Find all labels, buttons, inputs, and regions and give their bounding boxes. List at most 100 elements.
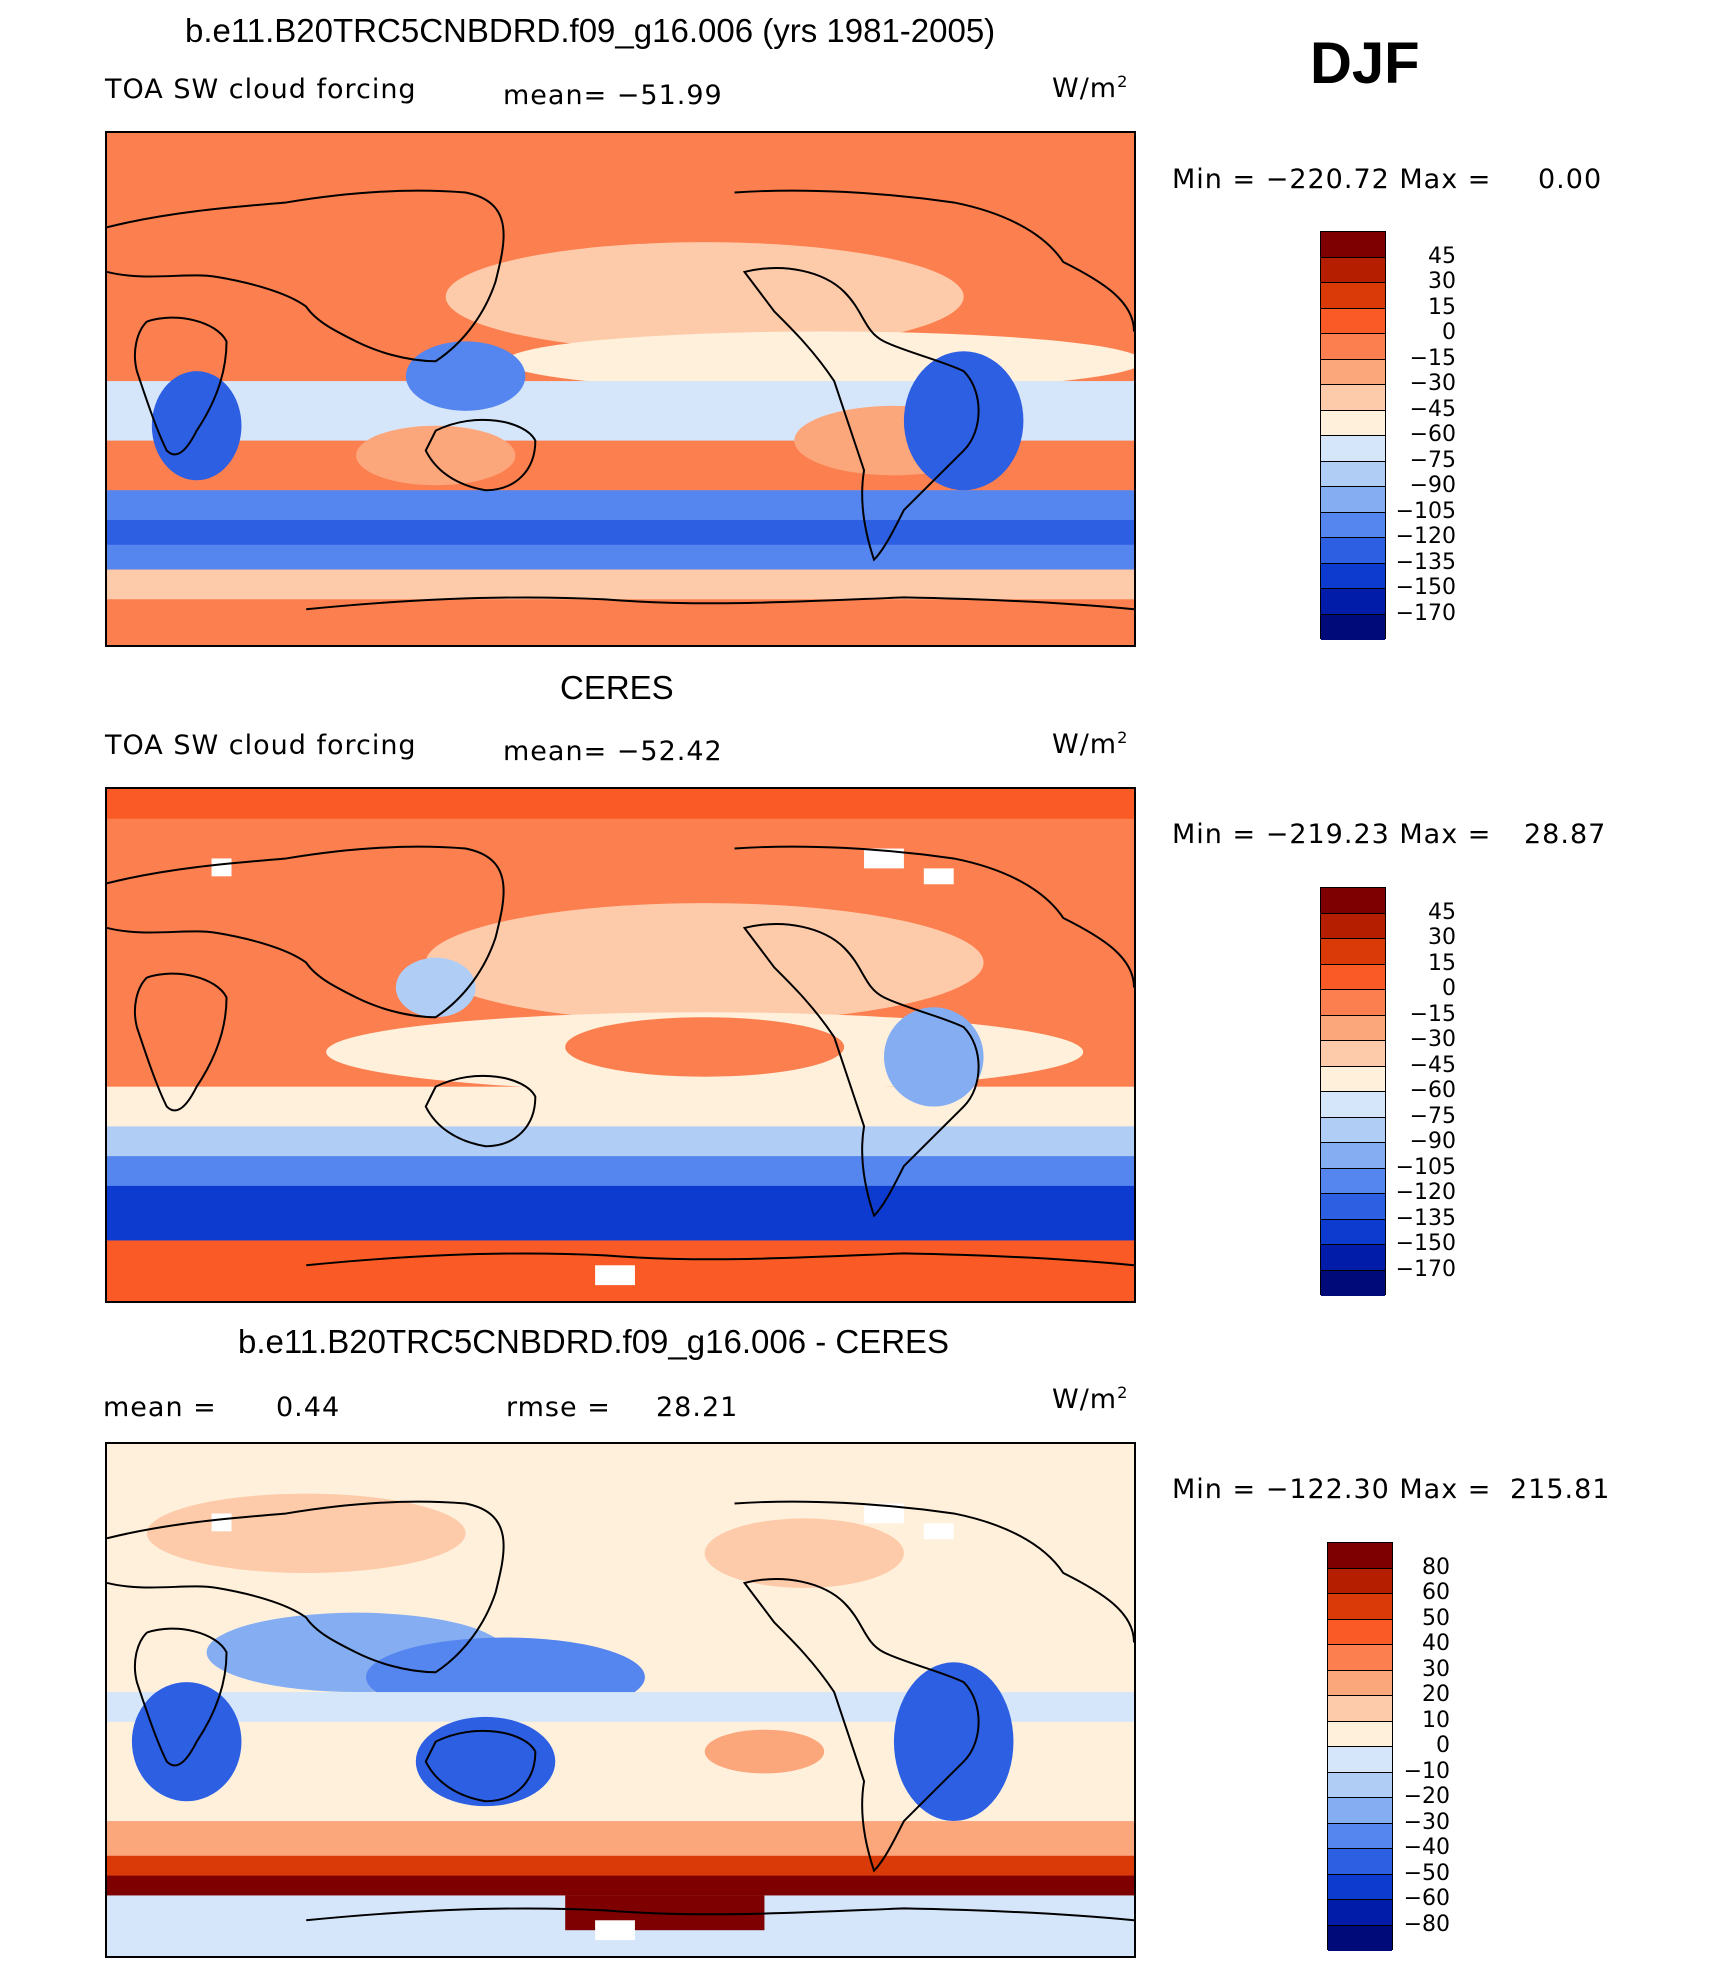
coastlines: [107, 1500, 1134, 1922]
colorbar-swatch: [1328, 1619, 1392, 1645]
colorbar-swatch: [1328, 1849, 1392, 1875]
colorbar-swatch: [1321, 1143, 1385, 1169]
tick-label: 0: [1436, 1733, 1450, 1758]
panel3-rmse-label: rmse =: [506, 1392, 611, 1423]
colorbar-swatch: [1321, 1194, 1385, 1220]
colorbar-swatch: [1321, 410, 1385, 436]
colorbar-swatch: [1321, 1117, 1385, 1143]
colorbar-swatch: [1321, 589, 1385, 615]
tick-label: 60: [1422, 1580, 1450, 1605]
colorbar-swatch: [1321, 939, 1385, 965]
colorbar-swatch: [1321, 487, 1385, 513]
tick-label: 15: [1428, 951, 1456, 976]
panel2-colorbar: [1320, 887, 1386, 1296]
panel3-title: b.e11.B20TRC5CNBDRD.f09_g16.006 - CERES: [238, 1323, 950, 1360]
colorbar-swatch: [1321, 563, 1385, 589]
tick-label: −45: [1409, 397, 1456, 422]
tick-label: −15: [1409, 346, 1456, 371]
colorbar-swatch: [1321, 334, 1385, 360]
tick-label: 45: [1428, 244, 1456, 269]
southern-ocean-core: [107, 1875, 1134, 1896]
africa-bias: [131, 1682, 242, 1802]
tick-label: 0: [1442, 320, 1456, 345]
tick-label: −120: [1395, 1180, 1456, 1205]
amazon-bias: [893, 1662, 1014, 1822]
panel1-map-svg: [107, 133, 1134, 645]
tick-label: 80: [1422, 1555, 1450, 1580]
colorbar-swatch: [1321, 232, 1385, 258]
tropical-cloud-band: [425, 903, 984, 1023]
panel3-min-label: Min = −122.30 Max =: [1172, 1474, 1492, 1505]
tick-label: −150: [1395, 1231, 1456, 1256]
colorbar-swatch: [1328, 1670, 1392, 1696]
tick-label: 0: [1442, 976, 1456, 1001]
tick-label: −60: [1403, 1886, 1450, 1911]
colorbar-swatch: [1328, 1568, 1392, 1594]
stratocumulus-deck: [565, 1017, 845, 1077]
antarctic-edge: [107, 569, 1134, 600]
colorbar-swatch: [1328, 1823, 1392, 1849]
missing-data-cell: [923, 868, 954, 885]
tick-label: −10: [1403, 1759, 1450, 1784]
panel3-max-value: 215.81: [1510, 1474, 1611, 1505]
colorbar-swatch: [1321, 913, 1385, 939]
colorbar-swatch: [1321, 436, 1385, 462]
panel2-units: W/m2: [1052, 728, 1129, 760]
tick-label: −90: [1409, 473, 1456, 498]
tick-label: 30: [1422, 1657, 1450, 1682]
tick-label: −45: [1409, 1053, 1456, 1078]
amazon-convection: [903, 351, 1024, 491]
panel2-max-value: 28.87: [1524, 819, 1607, 850]
colorbar-swatch: [1328, 1645, 1392, 1671]
coastlines: [107, 189, 1134, 611]
panel3-mean-label: mean =: [103, 1392, 217, 1423]
panel1-variable: TOA SW cloud forcing: [105, 74, 417, 105]
colorbar-swatch: [1321, 283, 1385, 309]
tick-label: −50: [1403, 1861, 1450, 1886]
colorbar-swatch: [1321, 1219, 1385, 1245]
panel1-min-label: Min = −220.72 Max =: [1172, 164, 1492, 195]
arctic-band: [107, 789, 1134, 819]
panel3-mean-value: 0.44: [276, 1392, 341, 1423]
colorbar-swatch: [1328, 1874, 1392, 1900]
colorbar-swatch: [1321, 257, 1385, 283]
colorbar-swatch: [1328, 1772, 1392, 1798]
colorbar-swatch: [1321, 385, 1385, 411]
tick-label: −30: [1403, 1810, 1450, 1835]
tick-label: −40: [1403, 1835, 1450, 1860]
tick-label: −75: [1409, 448, 1456, 473]
panel2-title: CERES: [560, 669, 674, 706]
colorbar-swatch: [1328, 1900, 1392, 1926]
colorbar-swatch: [1321, 538, 1385, 564]
tick-label: −75: [1409, 1104, 1456, 1129]
tick-label: 30: [1428, 269, 1456, 294]
panel2-min-label: Min = −219.23 Max =: [1172, 819, 1492, 850]
missing-data-cell: [864, 848, 904, 869]
tick-label: −135: [1395, 1206, 1456, 1231]
colorbar-swatch: [1321, 512, 1385, 538]
colorbar-swatch: [1321, 1066, 1385, 1092]
tick-label: −150: [1395, 575, 1456, 600]
tropical-cloud-band: [445, 242, 964, 352]
africa-convection: [151, 371, 242, 481]
colorbar-swatch: [1321, 1041, 1385, 1067]
southern-ocean-core: [107, 1185, 1134, 1241]
tick-label: 45: [1428, 900, 1456, 925]
coastlines: [107, 845, 1134, 1267]
missing-data-cell: [211, 858, 232, 877]
indian-ocean-deck: [356, 425, 516, 486]
panel2-map: [105, 787, 1136, 1303]
colorbar-swatch: [1321, 461, 1385, 487]
missing-data-cell: [923, 1523, 954, 1540]
tick-label: −80: [1403, 1912, 1450, 1937]
colorbar-swatch: [1321, 1168, 1385, 1194]
colorbar-swatch: [1321, 1270, 1385, 1296]
colorbar-swatch: [1328, 1798, 1392, 1824]
maritime-continent-convection: [395, 957, 476, 1018]
missing-data-cell: [211, 1513, 232, 1532]
colorbar-swatch: [1328, 1543, 1392, 1569]
panel2-map-svg: [107, 789, 1134, 1301]
missing-data-cell: [864, 1503, 904, 1524]
tick-label: −120: [1395, 524, 1456, 549]
tick-label: −60: [1409, 422, 1456, 447]
